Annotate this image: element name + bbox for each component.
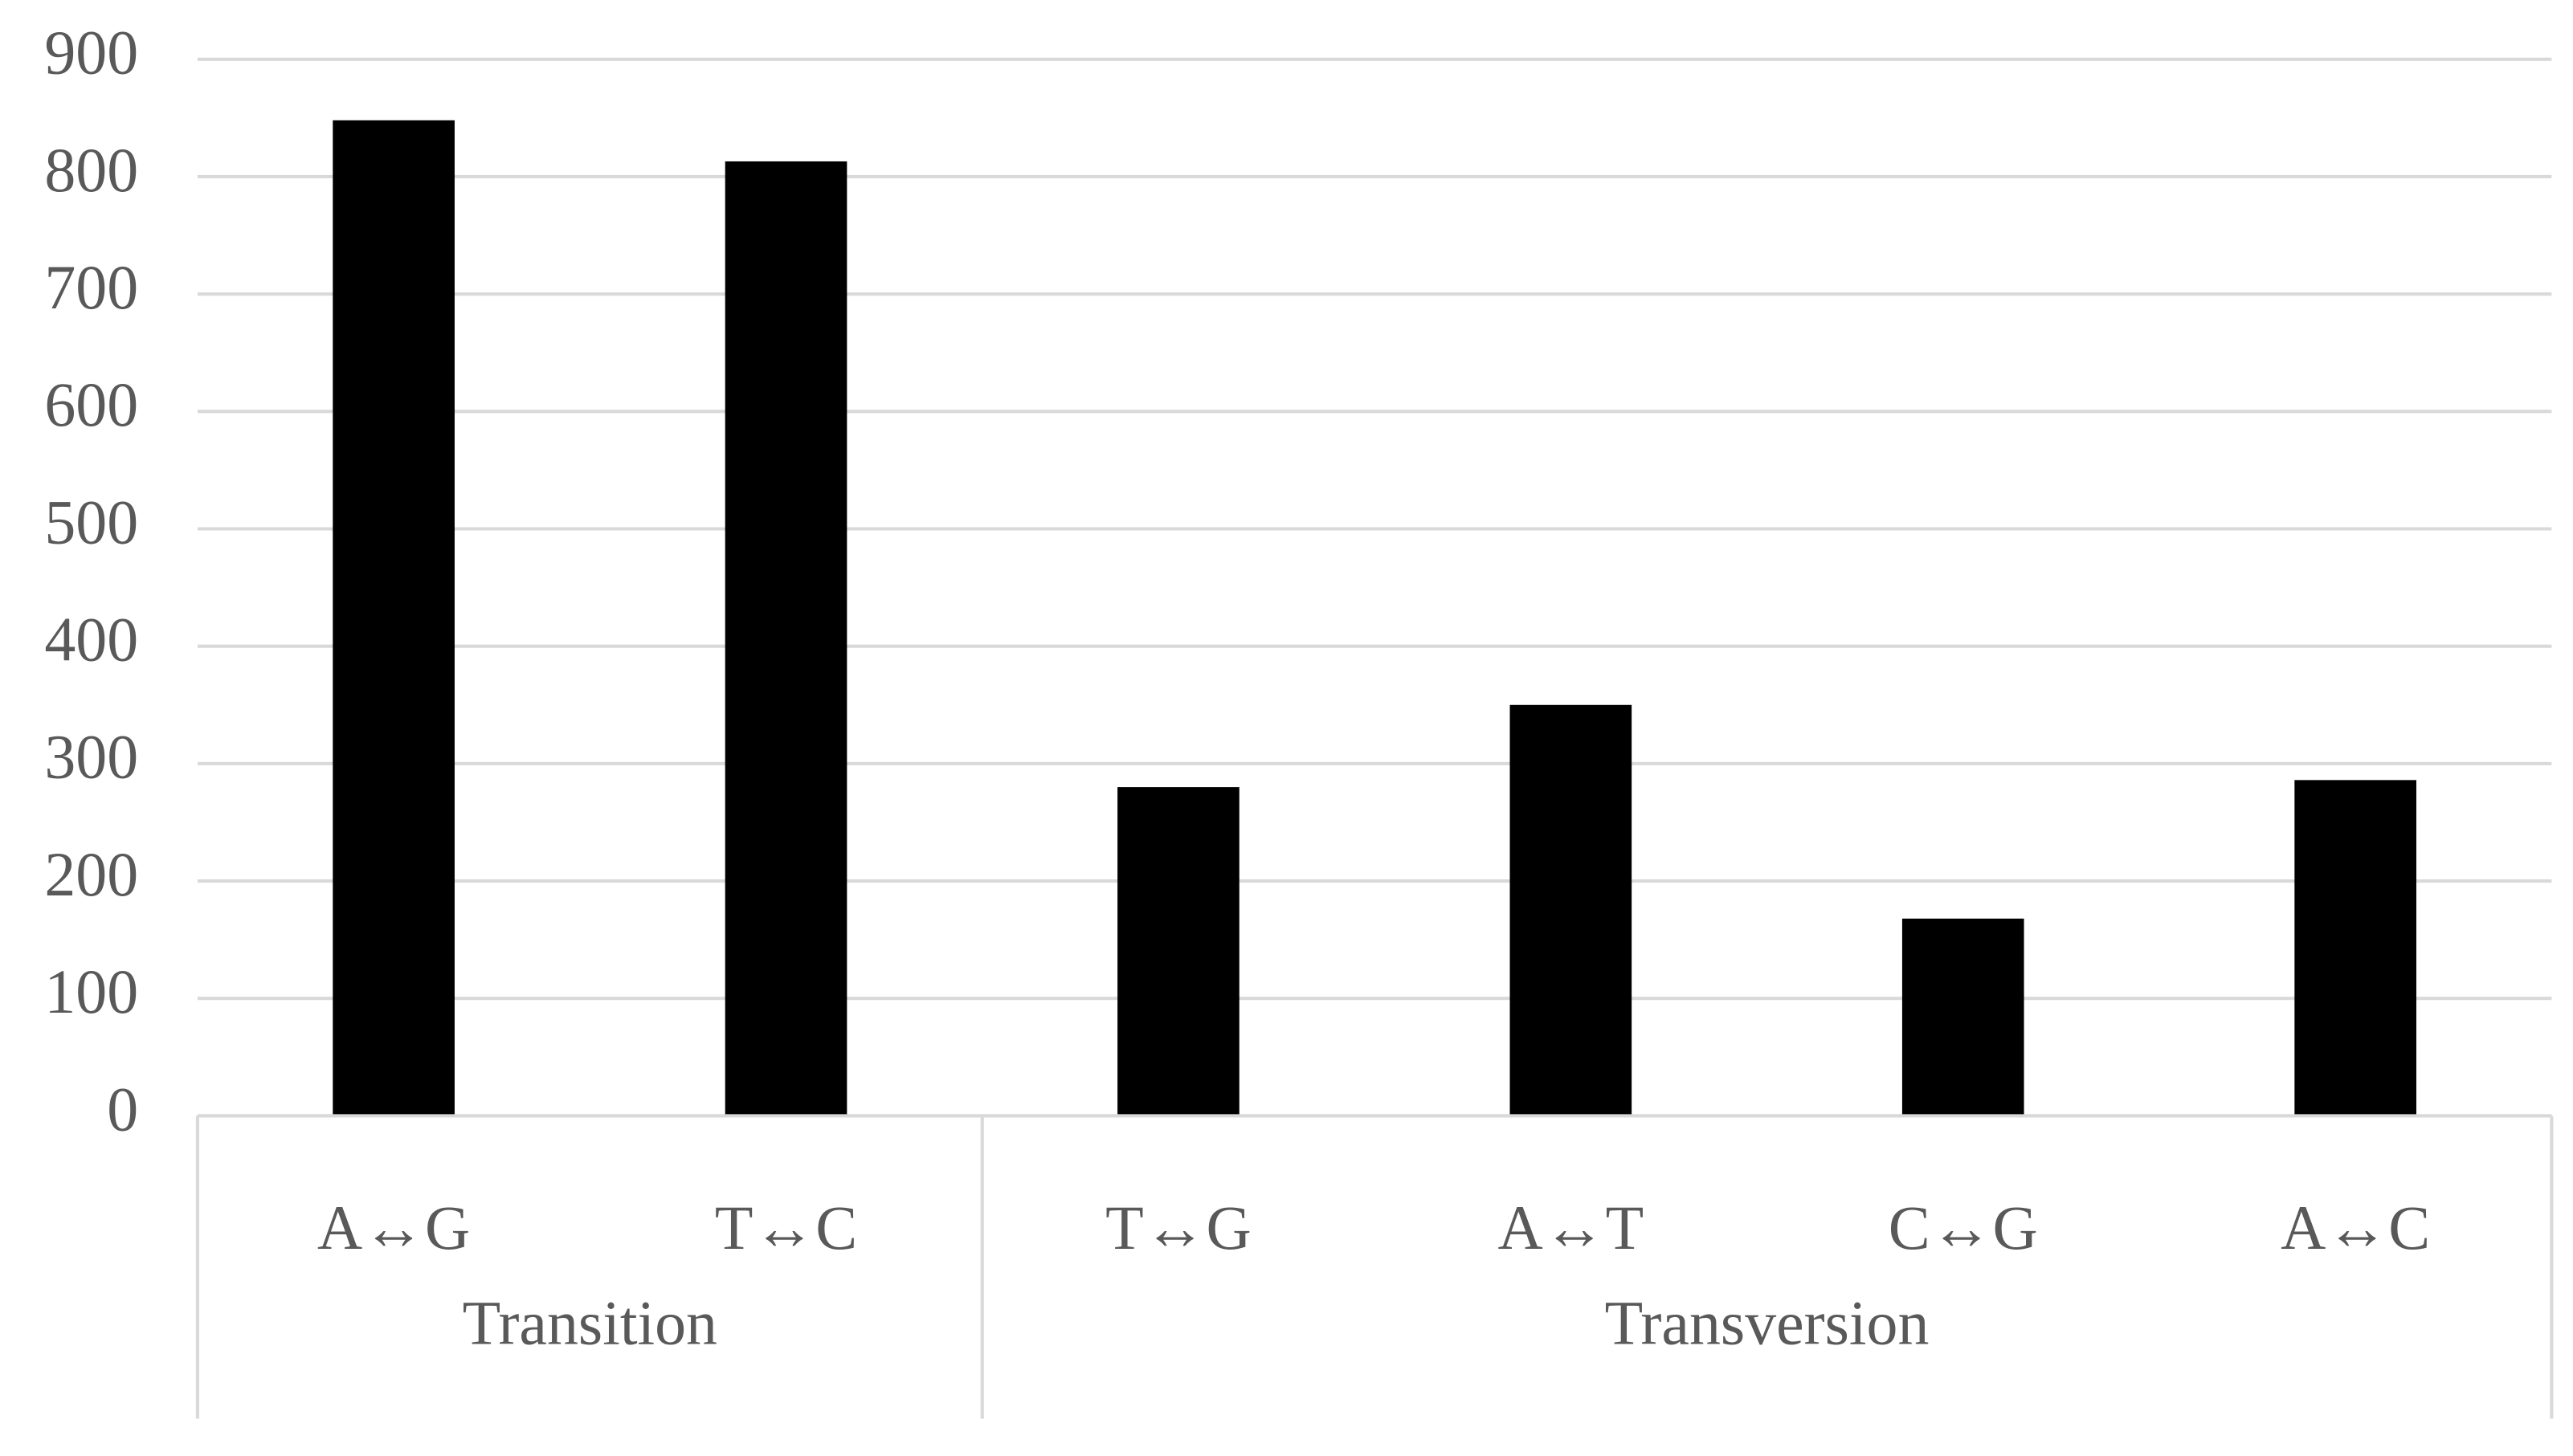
y-tick-label: 500 (44, 487, 138, 557)
y-tick-label: 0 (107, 1075, 138, 1144)
group-label: Transversion (1605, 1289, 1930, 1358)
y-tick-label: 400 (44, 606, 138, 675)
y-tick-label: 300 (44, 723, 138, 792)
x-tick-label: T↔C (715, 1193, 857, 1262)
y-tick-label: 800 (44, 136, 138, 205)
bar (2294, 780, 2416, 1116)
x-tick-label: T↔G (1105, 1193, 1252, 1262)
x-tick-label: A↔G (317, 1193, 470, 1262)
bar (333, 120, 455, 1116)
bar (1901, 918, 2024, 1116)
bar (725, 161, 847, 1116)
x-tick-label: A↔T (1498, 1193, 1644, 1262)
y-tick-label: 200 (44, 840, 138, 909)
group-label: Transition (463, 1289, 717, 1358)
x-tick-label: C↔G (1889, 1193, 2038, 1262)
bar (1117, 787, 1240, 1116)
y-tick-label: 900 (44, 18, 138, 88)
y-tick-label: 100 (44, 957, 138, 1026)
y-tick-label: 700 (44, 253, 138, 322)
y-tick-label: 600 (44, 370, 138, 439)
x-tick-label: A↔C (2281, 1193, 2430, 1262)
bar (1509, 704, 1632, 1116)
